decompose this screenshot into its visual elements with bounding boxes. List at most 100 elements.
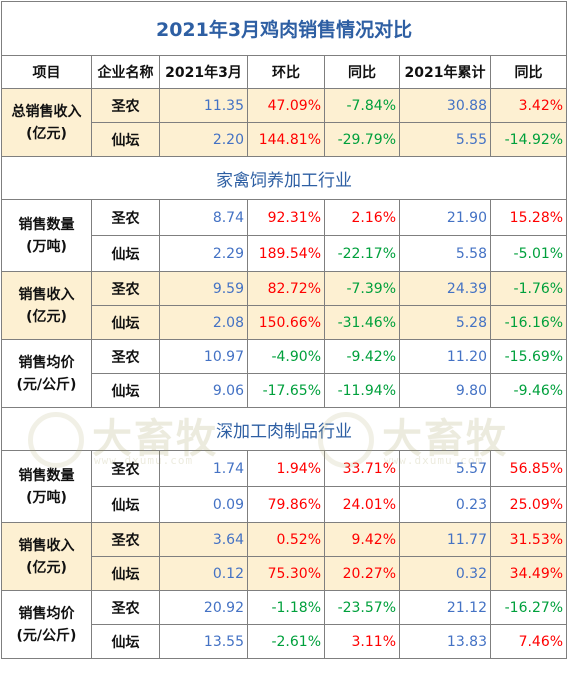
mom-cell: 92.31% <box>247 199 325 236</box>
yoy-cell: 20.27% <box>324 556 400 591</box>
group-label-line2: (万吨) <box>26 238 67 255</box>
march-cell: 9.06 <box>159 373 248 408</box>
yoy-cell: -31.46% <box>324 305 400 340</box>
header-cumulative-yoy: 同比 <box>489 55 567 89</box>
company-cell: 圣农 <box>91 522 160 557</box>
cumulative-yoy-cell: 3.42% <box>489 88 567 123</box>
company-cell: 仙坛 <box>91 556 160 591</box>
march-cell: 10.97 <box>159 339 248 374</box>
yoy-cell: -29.79% <box>324 122 400 157</box>
table-row: 销售均价 (元/公斤) 圣农 10.97 -4.90% -9.42% 11.20 … <box>1 339 567 408</box>
cumulative-yoy-cell: 15.28% <box>489 199 567 236</box>
group-label-line1: 销售均价 <box>18 605 75 622</box>
cumulative-yoy-cell: -5.01% <box>489 235 567 272</box>
table-row: 仙坛 2.29 189.54% -22.17% 5.58 -5.01% <box>2 235 567 272</box>
cumulative-yoy-cell: 25.09% <box>489 486 567 523</box>
cumulative-yoy-cell: 31.53% <box>489 522 567 557</box>
march-cell: 13.55 <box>159 624 248 659</box>
table-row: 销售数量 (万吨) 圣农 8.74 92.31% 2.16% 21.90 15.2… <box>1 199 567 272</box>
section-title-processed-meat: 深加工肉制品行业 <box>0 407 567 451</box>
group-label-line2: (元/公斤) <box>16 627 77 644</box>
cumulative-yoy-cell: -9.46% <box>489 373 567 408</box>
mom-cell: 47.09% <box>247 88 325 123</box>
table-row: 仙坛 9.06 -17.65% -11.94% 9.80 -9.46% <box>2 373 567 408</box>
group-label-sales-volume: 销售数量 (万吨) <box>1 199 92 272</box>
mom-cell: 0.52% <box>247 522 325 557</box>
company-cell: 圣农 <box>91 590 160 625</box>
yoy-cell: -9.42% <box>324 339 400 374</box>
march-cell: 1.74 <box>159 450 248 487</box>
mom-cell: -1.18% <box>247 590 325 625</box>
cumulative-cell: 11.20 <box>399 339 491 374</box>
cumulative-yoy-cell: -16.16% <box>489 305 567 340</box>
sales-comparison-table: 2021年3月鸡肉销售情况对比 项目 企业名称 2021年3月 环比 同比 20… <box>0 1 567 659</box>
cumulative-cell: 0.32 <box>399 556 491 591</box>
table-row: 销售数量 (万吨) 圣农 1.74 1.94% 33.71% 5.57 56.85… <box>1 450 567 523</box>
company-cell: 仙坛 <box>91 235 160 272</box>
company-cell: 圣农 <box>91 88 160 123</box>
group-label-line1: 销售收入 <box>18 537 75 554</box>
yoy-cell: 33.71% <box>324 450 400 487</box>
group-label-line2: (亿元) <box>26 559 67 576</box>
table-row: 总销售收入 (亿元) 圣农 11.35 47.09% -7.84% 30.88 3… <box>1 88 567 157</box>
table-row: 仙坛 13.55 -2.61% 3.11% 13.83 7.46% <box>2 624 567 659</box>
header-company: 企业名称 <box>91 55 160 89</box>
cumulative-cell: 30.88 <box>399 88 491 123</box>
mom-cell: -2.61% <box>247 624 325 659</box>
yoy-cell: -22.17% <box>324 235 400 272</box>
cumulative-cell: 9.80 <box>399 373 491 408</box>
mom-cell: 75.30% <box>247 556 325 591</box>
march-cell: 8.74 <box>159 199 248 236</box>
cumulative-cell: 13.83 <box>399 624 491 659</box>
company-cell: 仙坛 <box>91 373 160 408</box>
table-row: 仙坛 2.08 150.66% -31.46% 5.28 -16.16% <box>2 305 567 340</box>
cumulative-yoy-cell: -16.27% <box>489 590 567 625</box>
table-row: 销售收入 (亿元) 圣农 9.59 82.72% -7.39% 24.39 -1.… <box>1 271 567 340</box>
company-cell: 仙坛 <box>91 122 160 157</box>
march-cell: 2.08 <box>159 305 248 340</box>
company-cell: 仙坛 <box>91 305 160 340</box>
group-label-sales-volume: 销售数量 (万吨) <box>1 450 92 523</box>
company-cell: 仙坛 <box>91 624 160 659</box>
cumulative-yoy-cell: 34.49% <box>489 556 567 591</box>
mom-cell: 1.94% <box>247 450 325 487</box>
cumulative-yoy-cell: -15.69% <box>489 339 567 374</box>
table-row: 仙坛 2.20 144.81% -29.79% 5.55 -14.92% <box>2 122 567 157</box>
group-label-line2: (亿元) <box>26 308 67 325</box>
cumulative-cell: 0.23 <box>399 486 491 523</box>
mom-cell: -4.90% <box>247 339 325 374</box>
cumulative-cell: 21.12 <box>399 590 491 625</box>
group-label-average-price: 销售均价 (元/公斤) <box>1 590 92 659</box>
table-row: 销售均价 (元/公斤) 圣农 20.92 -1.18% -23.57% 21.12… <box>1 590 567 659</box>
header-march: 2021年3月 <box>159 55 248 89</box>
group-label-sales-revenue: 销售收入 (亿元) <box>1 522 92 591</box>
yoy-cell: 2.16% <box>324 199 400 236</box>
table-row: 销售收入 (亿元) 圣农 3.64 0.52% 9.42% 11.77 31.53… <box>1 522 567 591</box>
cumulative-cell: 5.58 <box>399 235 491 272</box>
company-cell: 圣农 <box>91 271 160 306</box>
march-cell: 0.12 <box>159 556 248 591</box>
group-label-sales-revenue: 销售收入 (亿元) <box>1 271 92 340</box>
cumulative-yoy-cell: 56.85% <box>489 450 567 487</box>
mom-cell: 144.81% <box>247 122 325 157</box>
group-label-line1: 销售数量 <box>18 216 75 233</box>
mom-cell: 79.86% <box>247 486 325 523</box>
group-label-line2: (元/公斤) <box>16 376 77 393</box>
group-label-total-revenue: 总销售收入 (亿元) <box>1 88 92 157</box>
yoy-cell: -7.84% <box>324 88 400 123</box>
header-row: 项目 企业名称 2021年3月 环比 同比 2021年累计 同比 <box>1 55 567 89</box>
table-row: 仙坛 0.12 75.30% 20.27% 0.32 34.49% <box>2 556 567 591</box>
cumulative-cell: 24.39 <box>399 271 491 306</box>
march-cell: 0.09 <box>159 486 248 523</box>
cumulative-cell: 5.57 <box>399 450 491 487</box>
mom-cell: -17.65% <box>247 373 325 408</box>
group-label-line1: 销售数量 <box>18 467 75 484</box>
march-cell: 2.20 <box>159 122 248 157</box>
mom-cell: 150.66% <box>247 305 325 340</box>
company-cell: 圣农 <box>91 450 160 487</box>
yoy-cell: -23.57% <box>324 590 400 625</box>
table-title: 2021年3月鸡肉销售情况对比 <box>0 1 567 56</box>
cumulative-yoy-cell: -1.76% <box>489 271 567 306</box>
march-cell: 11.35 <box>159 88 248 123</box>
header-cumulative: 2021年累计 <box>399 55 491 89</box>
